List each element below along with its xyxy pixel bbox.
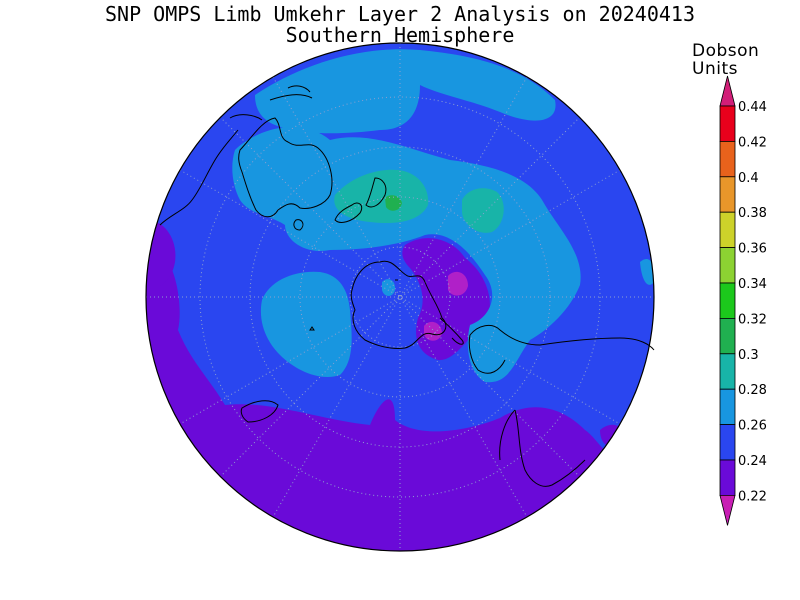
colorbar-swatch: [719, 388, 736, 426]
map-subtitle: Southern Hemisphere: [285, 23, 515, 47]
africa-coast: [499, 409, 586, 487]
new-zealand-south: [334, 202, 363, 223]
teal-region-nz: [334, 169, 429, 224]
light-blue-region-right-edge: [640, 259, 654, 285]
colorbar-swatch: [719, 176, 736, 213]
colorbar-swatch: [719, 105, 736, 142]
colorbar-tick-label: 0.32: [738, 312, 767, 327]
colorbar-tick-label: 0.36: [738, 242, 767, 257]
colorbar-swatch: [719, 424, 736, 461]
coastlines: [159, 85, 655, 487]
small-islands: [309, 279, 398, 331]
colorbar-tick-label: 0.38: [738, 206, 767, 221]
colorbar-swatch: [719, 282, 736, 319]
map-title: SNP OMPS Limb Umkehr Layer 2 Analysis on…: [104, 2, 695, 26]
colorbar-tick-label: 0.4: [738, 171, 759, 186]
colorbar-tick-label: 0.42: [738, 135, 767, 150]
green-spot: [385, 195, 402, 211]
asia-coast: [159, 129, 239, 226]
antarctic-peninsula: [439, 317, 464, 345]
purple-region-south: [146, 249, 650, 551]
colorbar-tick-label: 0.3: [738, 348, 759, 363]
antarctica-coast: [350, 260, 447, 349]
light-blue-region-top: [255, 49, 556, 134]
magenta-spot-2: [424, 321, 442, 341]
teal-region-center: [462, 188, 504, 233]
graticule: [146, 43, 654, 551]
colorbar-swatch: [719, 459, 736, 496]
colorbar-tick-label: 0.22: [738, 489, 767, 504]
colorbar-top-arrow: [719, 75, 736, 107]
colorbar-bottom-arrow: [719, 494, 736, 526]
colorbar-swatch: [719, 317, 736, 355]
colorbar-swatch: [719, 211, 736, 248]
map-disk: [146, 43, 654, 551]
islands-north: [229, 85, 313, 121]
tasmania: [293, 219, 304, 231]
australia-coast: [238, 117, 333, 218]
colorbar-swatch: [719, 353, 736, 390]
purple-region-west: [148, 220, 176, 289]
madagascar: [240, 400, 279, 423]
light-blue-region-west: [260, 271, 352, 378]
map-border: [145, 42, 655, 552]
magenta-spot-1: [448, 271, 468, 296]
south-america-coast: [468, 324, 655, 374]
colorbar-tick-label: 0.34: [738, 277, 767, 292]
colorbar-tick-label: 0.26: [738, 419, 767, 434]
new-zealand-north: [365, 177, 387, 208]
legend-unit-line2: Units: [692, 59, 738, 79]
colorbar-swatch: [719, 247, 736, 284]
colorbar-tick-label: 0.28: [738, 383, 767, 398]
colorbar-tick-label: 0.24: [738, 454, 767, 469]
colorbar-tick-label: 0.44: [738, 100, 767, 115]
colorbar-swatch: [719, 140, 736, 178]
legend-unit-line1: Dobson: [692, 41, 760, 61]
